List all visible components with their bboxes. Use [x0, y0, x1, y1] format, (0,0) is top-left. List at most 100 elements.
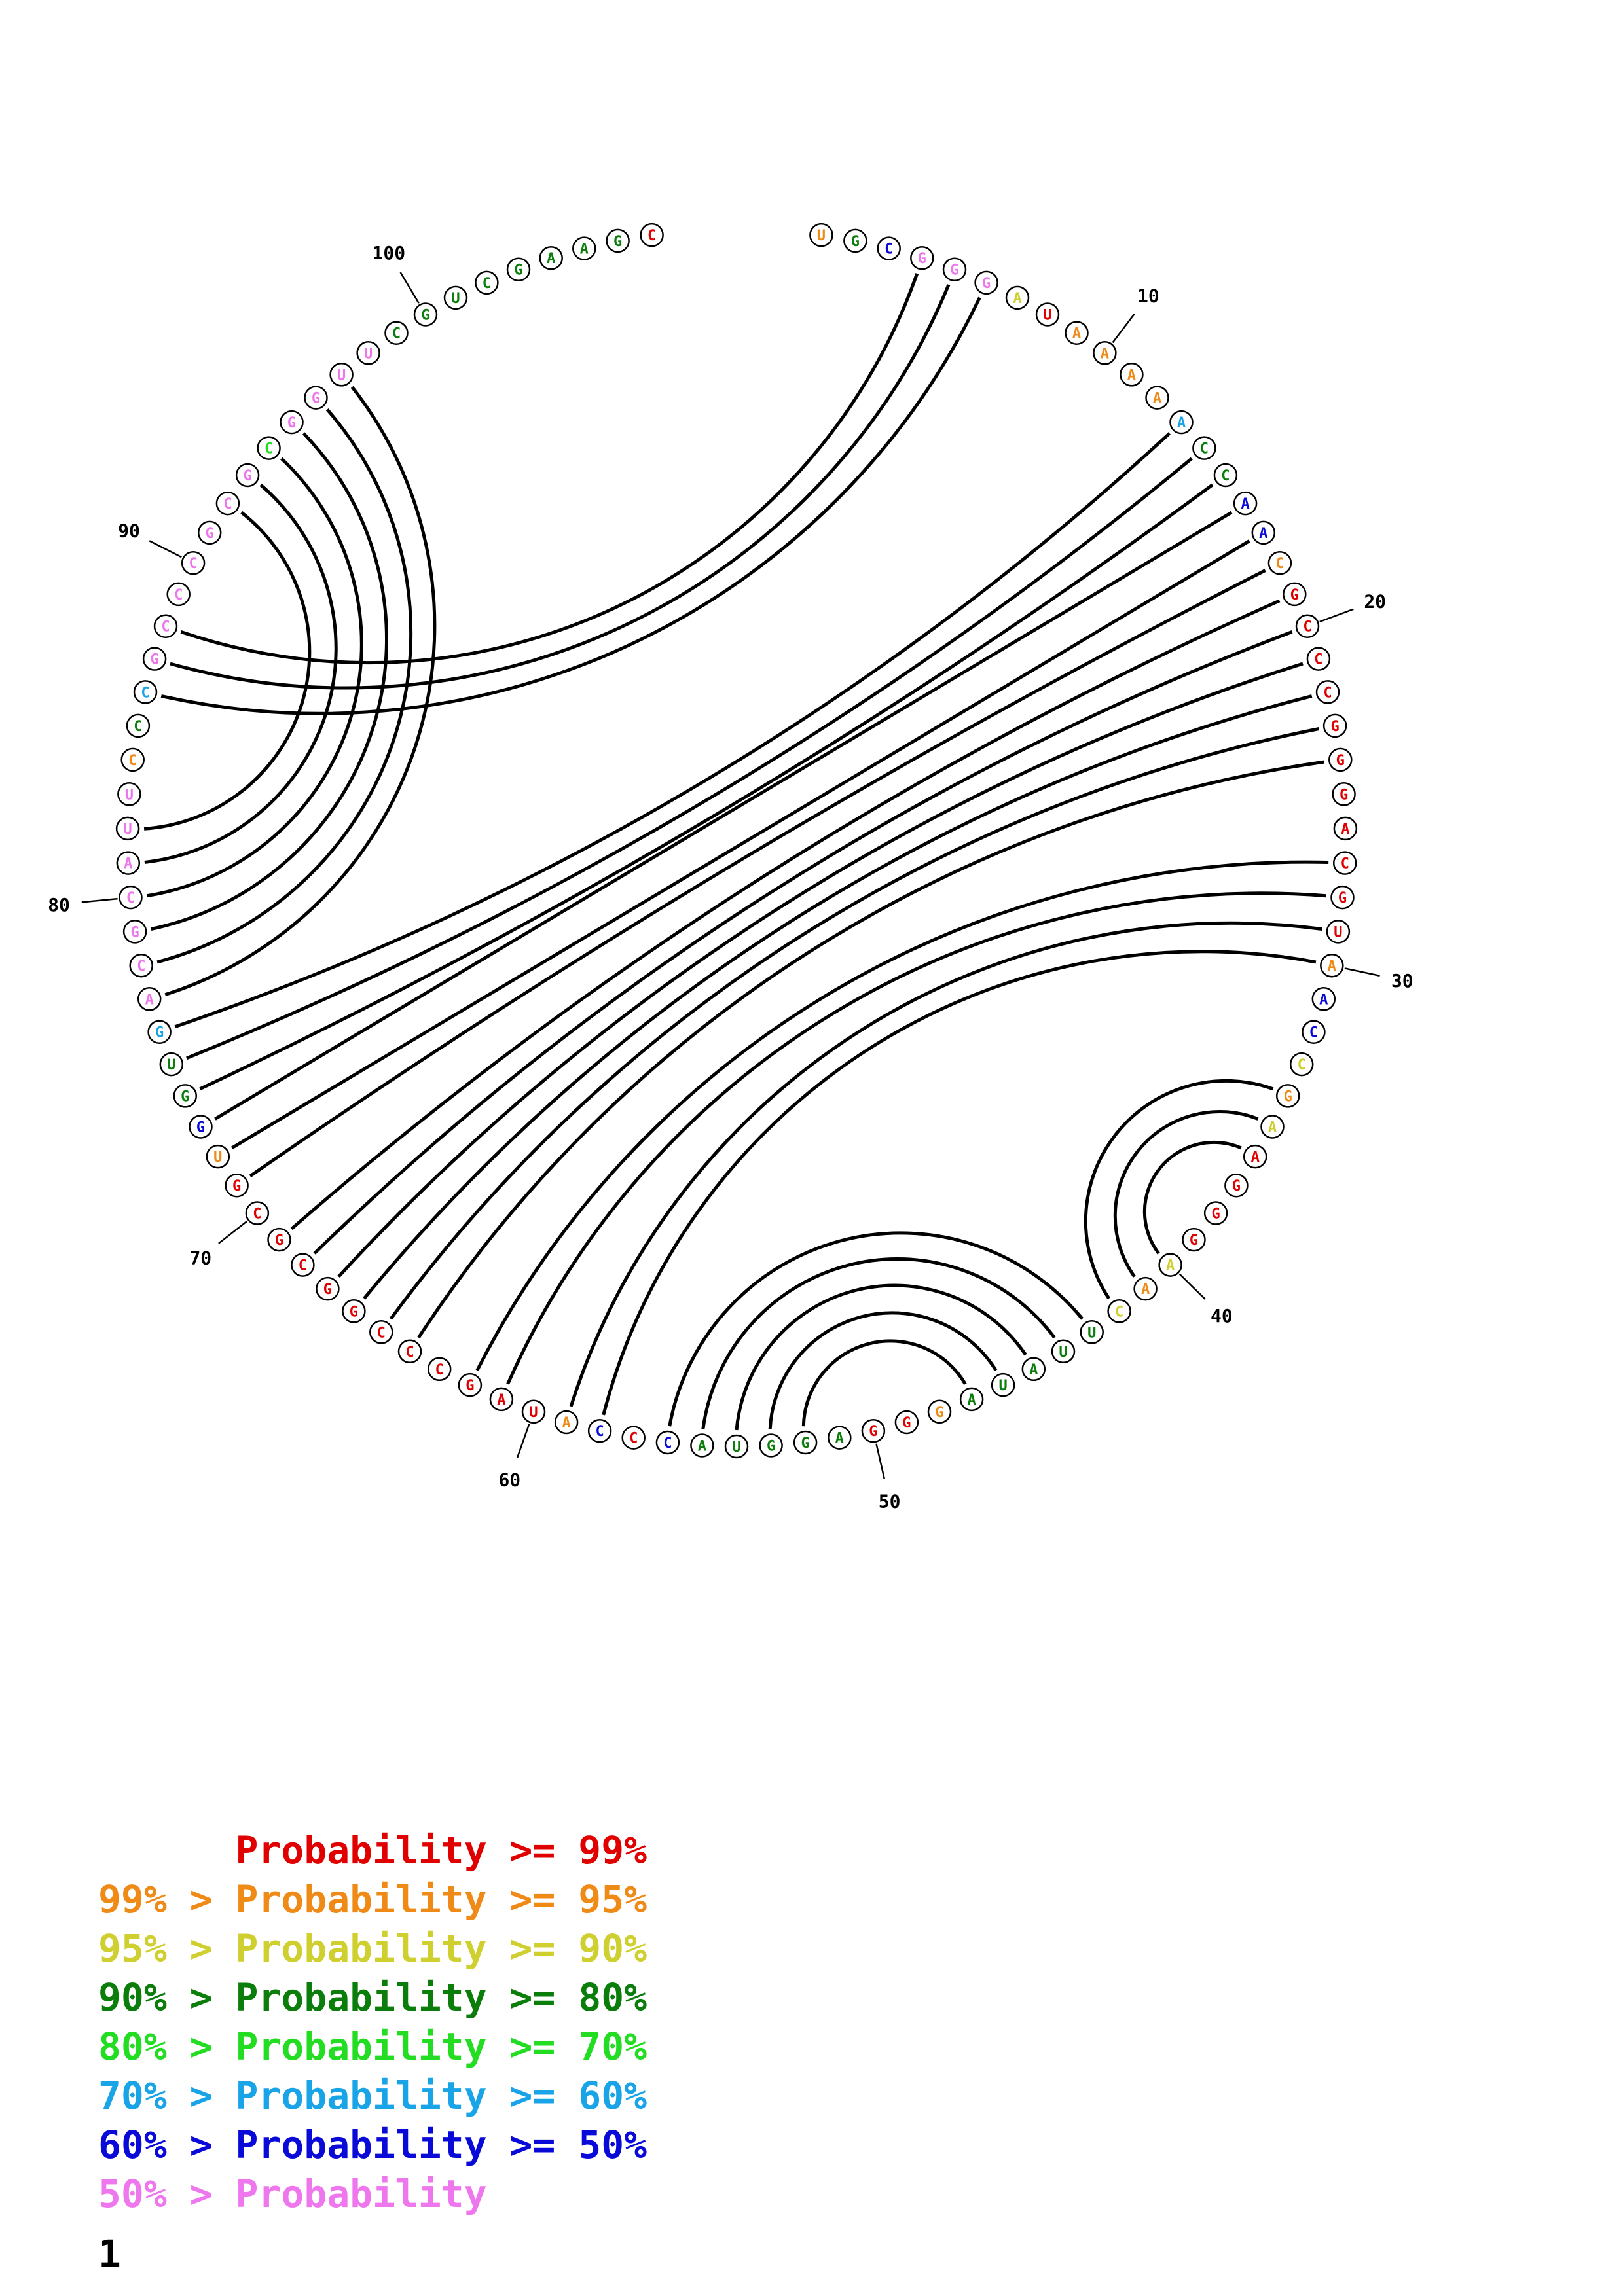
base-pair-arc — [147, 457, 363, 898]
nucleotide-letter: G — [155, 1025, 164, 1041]
nucleotide-circle — [1330, 885, 1355, 910]
nucleotide: G — [235, 463, 260, 488]
nucleotide-letter: C — [223, 496, 232, 512]
nucleotide: G — [280, 410, 304, 435]
nucleotide-circle — [116, 851, 141, 875]
nucleotide-letter: G — [1232, 1178, 1241, 1194]
base-pair-arc — [417, 760, 1324, 1339]
nucleotide-circle — [1267, 550, 1292, 575]
legend-prefix: 70% > — [98, 2073, 236, 2118]
nucleotide-letter: A — [1101, 346, 1109, 362]
nucleotide: C — [129, 953, 153, 978]
nucleotide-letter: C — [1309, 1025, 1318, 1041]
nucleotide: G — [1283, 582, 1307, 607]
nucleotide-letter: G — [767, 1439, 775, 1455]
nucleotide: A — [489, 1387, 514, 1412]
nucleotide-circle — [759, 1433, 783, 1458]
nucleotide-circle — [397, 1339, 422, 1364]
nucleotide-letter: G — [421, 308, 429, 324]
nucleotide: A — [1243, 1144, 1267, 1169]
legend-prefix — [98, 1828, 236, 1873]
legend-row: 50% > Probability — [98, 2170, 647, 2219]
legend-prefix: 60% > — [98, 2123, 236, 2167]
nucleotide-letter: G — [982, 276, 991, 292]
nucleotide-letter: C — [647, 228, 656, 244]
nucleotide-circle — [1289, 1052, 1314, 1077]
nucleotide-circle — [1328, 747, 1353, 772]
base-pair-arc — [602, 950, 1317, 1416]
base-pair-arc — [1084, 1079, 1274, 1300]
nucleotide-circle — [1260, 1115, 1285, 1139]
tick-label: 60 — [498, 1469, 520, 1491]
nucleotide-letter: G — [350, 1304, 358, 1320]
legend-label: Probability >= 99% — [235, 1828, 647, 1873]
tick-line — [218, 1220, 247, 1244]
nucleotide-circle — [1322, 713, 1347, 738]
nucleotide-letter: A — [1141, 1282, 1150, 1298]
nucleotide-circle — [1306, 647, 1331, 671]
nucleotide-letter: G — [312, 391, 320, 407]
nucleotide-letter: C — [1275, 556, 1284, 572]
nucleotide: U — [521, 1399, 546, 1424]
nucleotide-letter: G — [1190, 1232, 1198, 1249]
nucleotide-circle — [133, 680, 158, 704]
nucleotide-letter: A — [145, 992, 154, 1008]
nucleotide-letter: U — [1043, 308, 1051, 324]
nucleotide: A — [1133, 1276, 1158, 1301]
nucleotide-circle — [1107, 1299, 1131, 1323]
legend-row: Probability >= 99% — [98, 1826, 647, 1875]
nucleotide-circle — [793, 1430, 818, 1455]
tick-label: 100 — [373, 242, 406, 264]
base-pair-arc — [735, 1283, 1027, 1431]
nucleotide: U — [991, 1372, 1015, 1397]
nucleotide-letter: A — [1177, 415, 1186, 431]
base-pair-arc — [475, 860, 1329, 1371]
nucleotide-circle — [197, 520, 222, 545]
nucleotide: C — [587, 1418, 612, 1443]
nucleotide-letter: A — [1319, 992, 1328, 1008]
nucleotide: G — [1224, 1173, 1249, 1198]
nucleotide-circle — [1051, 1339, 1076, 1364]
base-pair-arc — [701, 1257, 1056, 1429]
nucleotide-circle — [1320, 953, 1344, 978]
tick-line — [1344, 967, 1380, 977]
nucleotide-circle — [1182, 1227, 1206, 1252]
nucleotide: G — [458, 1372, 483, 1397]
nucleotide: A — [1158, 1253, 1182, 1277]
nucleotide-letter: U — [337, 367, 346, 384]
nucleotide: A — [1320, 953, 1344, 978]
nucleotide: G — [122, 920, 147, 944]
nucleotide-letter: C — [377, 1325, 386, 1341]
nucleotide: A — [137, 987, 162, 1011]
nucleotide-circle — [245, 1201, 270, 1225]
nucleotide-letter: C — [161, 619, 170, 636]
nucleotide-circle — [257, 436, 281, 460]
nucleotide: C — [153, 614, 178, 638]
nucleotide-circle — [809, 223, 833, 247]
nucleotide-ring: U G CGGGAUAAAAACCAACGCCCGGGACGUAACCGAAGGGA… — [115, 223, 1358, 1459]
nucleotide-letter: C — [141, 685, 149, 701]
nucleotide-circle — [1093, 341, 1117, 365]
nucleotide: G — [1182, 1227, 1206, 1252]
nucleotide-letter: G — [206, 526, 214, 542]
nucleotide: G — [506, 257, 531, 281]
nucleotide-letter: G — [232, 1178, 241, 1194]
nucleotide-letter: A — [547, 251, 555, 267]
tick-label: 50 — [879, 1490, 901, 1512]
base-pair-arc — [337, 662, 1304, 1278]
nucleotide: C — [475, 270, 499, 295]
nucleotide: A — [690, 1433, 714, 1458]
nucleotide-circle — [606, 228, 630, 253]
base-pair-arc — [164, 386, 437, 997]
nucleotide: U — [159, 1052, 184, 1077]
nucleotide-letter: U — [125, 787, 134, 803]
nucleotide: C — [397, 1339, 422, 1364]
nucleotide-letter: C — [663, 1435, 672, 1452]
nucleotide: G — [413, 302, 438, 327]
nucleotide-letter: G — [196, 1120, 205, 1136]
nucleotide-circle — [521, 1399, 546, 1424]
nucleotide-circle — [120, 747, 145, 772]
page-number: 1 — [98, 2232, 121, 2276]
tick-line — [875, 1443, 886, 1479]
nucleotide-circle — [1283, 582, 1307, 607]
